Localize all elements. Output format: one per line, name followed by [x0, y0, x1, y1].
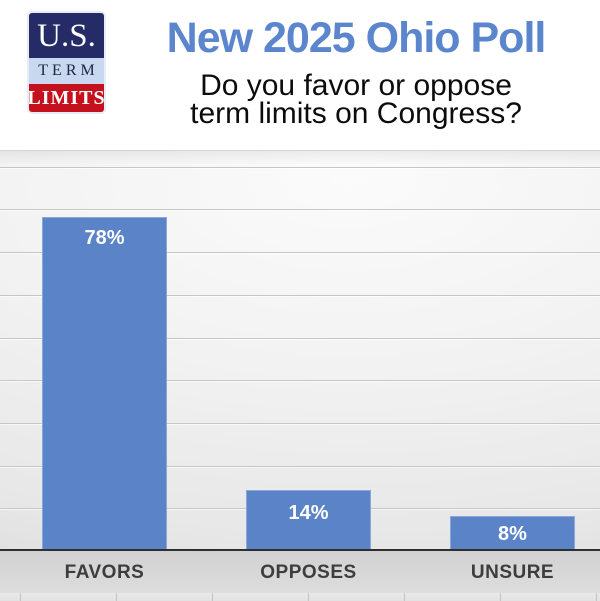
bar-unsure-value-label: 8% — [498, 523, 527, 545]
gridline-50pct — [0, 338, 600, 339]
gridline-30pct — [0, 423, 600, 424]
category-label-unsure: UNSURE — [470, 562, 555, 583]
logo-term-text: TERM — [29, 58, 104, 84]
axis-tick — [596, 593, 597, 601]
poll-question-line2: term limits on Congress? — [190, 97, 522, 130]
axis-tick — [404, 593, 405, 601]
category-label-opposes: OPPOSES — [260, 562, 357, 583]
x-axis-band — [0, 551, 600, 593]
bar-opposes: 14% — [246, 490, 371, 550]
x-axis-line — [0, 549, 600, 551]
gridline-90pct — [0, 167, 600, 168]
axis-tick — [500, 593, 501, 601]
logo-limits-text: LIMITS — [29, 84, 104, 112]
axis-tick — [308, 593, 309, 601]
gridline-20pct — [0, 466, 600, 467]
bar-favors: 78% — [42, 217, 167, 550]
category-label-favors: FAVORS — [64, 562, 145, 583]
header: U.S. TERM LIMITS New 2025 Ohio Poll Do y… — [0, 0, 600, 150]
gridline-70pct — [0, 252, 600, 253]
page-title: New 2025 Ohio Poll — [166, 14, 547, 62]
axis-tick — [212, 593, 213, 601]
gridline-40pct — [0, 380, 600, 381]
axis-tick-strip — [0, 593, 600, 601]
logo-us-text: U.S. — [29, 13, 104, 58]
axis-tick — [20, 593, 21, 601]
poll-question-line1: Do you favor or oppose — [200, 69, 512, 102]
header-text: New 2025 Ohio Poll Do you favor or oppos… — [112, 0, 600, 150]
bar-opposes-value-label: 14% — [288, 502, 329, 524]
axis-tick — [116, 593, 117, 601]
bar-chart: 78% 14% 8% FAVORS OPPOSES UNSURE — [0, 150, 600, 601]
bar-favors-value-label: 78% — [84, 227, 125, 249]
bar-unsure: 8% — [450, 516, 575, 550]
gridline-80pct — [0, 209, 600, 210]
us-term-limits-logo: U.S. TERM LIMITS — [27, 11, 106, 114]
gridline-60pct — [0, 295, 600, 296]
poll-question: Do you favor or oppose term limits on Co… — [112, 69, 600, 130]
